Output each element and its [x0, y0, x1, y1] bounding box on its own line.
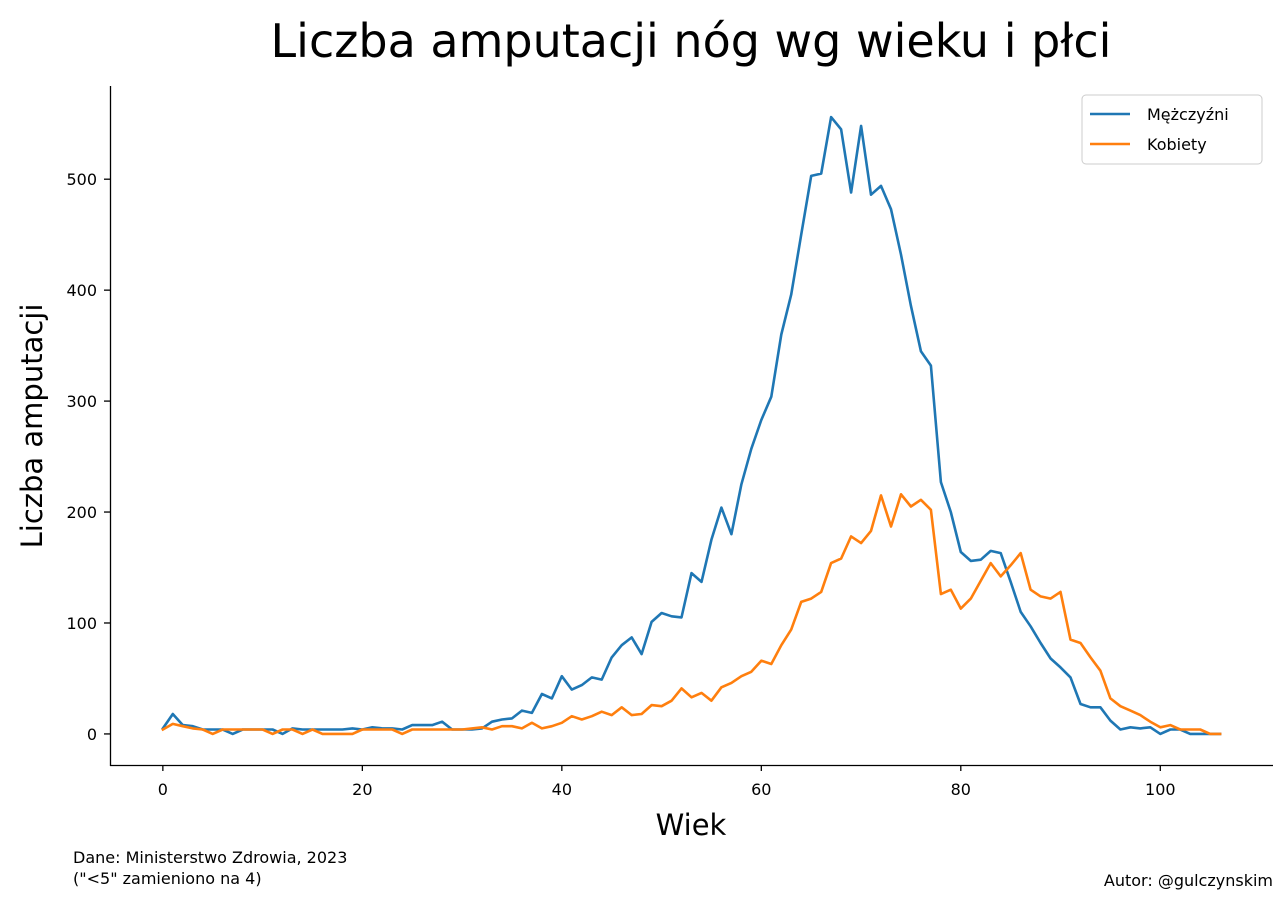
y-tick-label: 500 — [66, 170, 97, 189]
x-tick-label: 100 — [1145, 780, 1176, 799]
legend: Mężczyźni Kobiety — [1081, 94, 1263, 165]
x-tick-label: 20 — [352, 780, 372, 799]
x-axis-label: Wiek — [656, 808, 727, 842]
y-tick-label: 0 — [87, 725, 97, 744]
source-line-1: Dane: Ministerstwo Zdrowia, 2023 — [73, 848, 348, 867]
x-tick-label: 0 — [158, 780, 168, 799]
y-ticks: 0 100 200 300 400 500 — [66, 170, 110, 744]
source-line-2: ("<5" zamieniono na 4) — [73, 869, 262, 888]
legend-label: Mężczyźni — [1147, 105, 1229, 124]
x-tick-label: 80 — [951, 780, 971, 799]
y-tick-label: 200 — [66, 503, 97, 522]
series-line-men — [161, 115, 1222, 736]
plot-area — [161, 115, 1222, 736]
x-tick-label: 40 — [552, 780, 572, 799]
x-ticks: 0 20 40 60 80 100 — [158, 765, 1176, 799]
y-axis-label: Liczba amputacji — [15, 304, 49, 549]
y-tick-label: 100 — [66, 614, 97, 633]
series-line-women — [161, 492, 1222, 736]
x-tick-label: 60 — [751, 780, 771, 799]
y-tick-label: 300 — [66, 392, 97, 411]
source-note: Dane: Ministerstwo Zdrowia, 2023 ("<5" z… — [73, 847, 347, 889]
legend-label: Kobiety — [1147, 135, 1207, 154]
legend-box — [1081, 94, 1263, 165]
y-tick-label: 400 — [66, 281, 97, 300]
chart-title: Liczba amputacji nóg wg wieku i płci — [271, 14, 1112, 68]
author-note: Autor: @gulczynskim — [1103, 871, 1273, 890]
